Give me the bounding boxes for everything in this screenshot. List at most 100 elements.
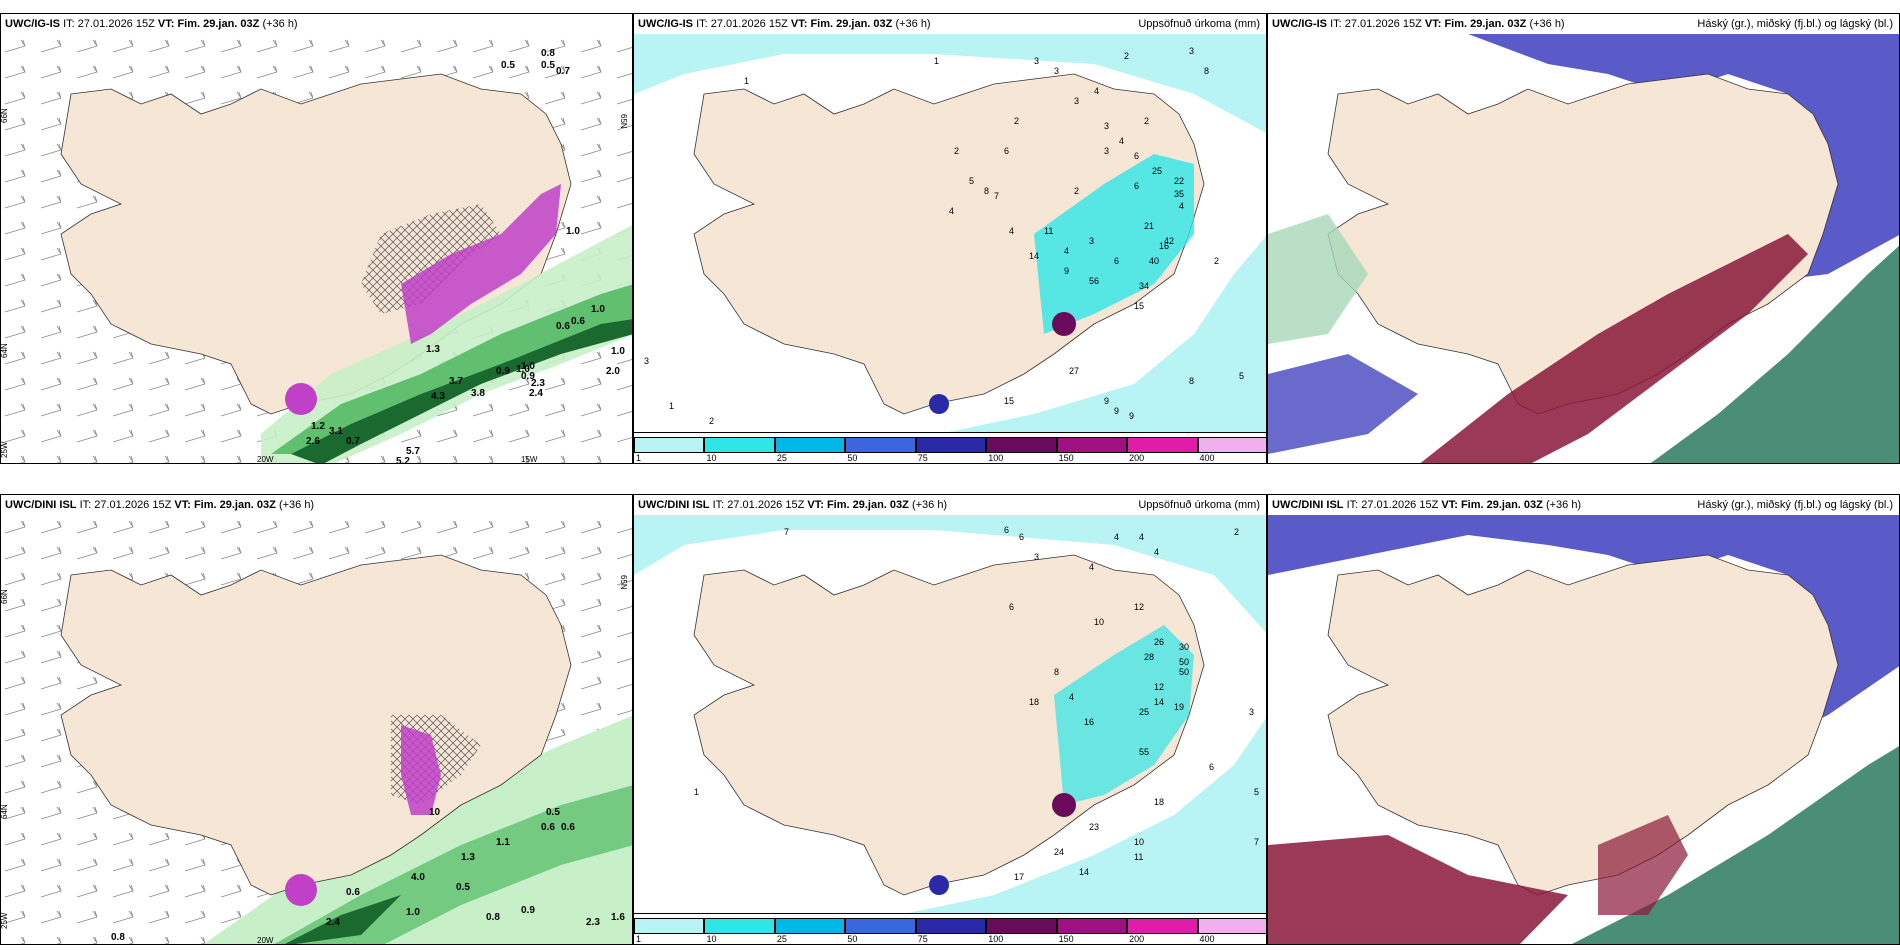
svg-text:2.0: 2.0 — [606, 366, 620, 377]
svg-text:1: 1 — [744, 76, 749, 86]
panel-clouds-dini: UWC/DINI ISL IT: 27.01.2026 15Z VT: Fim.… — [1267, 494, 1900, 945]
colorbar-tick-label: 100 — [988, 934, 1004, 944]
svg-text:25: 25 — [1152, 166, 1162, 176]
value-labels: 0.8 0.5 0.5 0.7 1.0 0.6 0.6 1.0 1.0 0.9 … — [306, 48, 625, 464]
svg-text:0.9: 0.9 — [521, 371, 535, 382]
svg-text:4: 4 — [1154, 547, 1159, 557]
svg-text:4: 4 — [1179, 201, 1184, 211]
map-precip: 7 6 6 3 4 4 4 2 4 6 10 12 26 28 30 50 50… — [634, 515, 1266, 916]
init-time-label: IT: — [1330, 18, 1342, 30]
svg-text:4: 4 — [1089, 562, 1094, 572]
colorbar-swatch — [704, 437, 775, 453]
pink-precip-spot — [285, 874, 317, 906]
cloud-mid-red — [1420, 234, 1808, 463]
svg-text:66N: 66N — [1, 589, 9, 604]
svg-text:1.0: 1.0 — [406, 907, 420, 918]
svg-text:10: 10 — [429, 807, 441, 818]
snow-band-mid — [271, 284, 632, 454]
grid-labels: 66N 64N 25W 20W 15W 65N — [1, 108, 628, 464]
svg-text:1.0: 1.0 — [566, 226, 580, 237]
svg-text:4: 4 — [1139, 532, 1144, 542]
precip-land-mid — [1054, 625, 1194, 805]
svg-text:0.6: 0.6 — [556, 321, 570, 332]
lead-time: (+36 h) — [1545, 499, 1582, 511]
svg-text:4: 4 — [1069, 692, 1074, 702]
colorbar-tick-label: 75 — [917, 453, 928, 463]
svg-text:20W: 20W — [257, 936, 274, 945]
svg-text:6: 6 — [1019, 532, 1024, 542]
svg-text:6: 6 — [1209, 762, 1214, 772]
svg-text:2.3: 2.3 — [531, 378, 545, 389]
model-name: UWC/IG-IS — [5, 18, 60, 30]
svg-text:23: 23 — [1089, 822, 1099, 832]
colorbar-tick-label: 150 — [1058, 934, 1074, 944]
svg-text:4: 4 — [1119, 136, 1124, 146]
svg-text:4: 4 — [1064, 246, 1069, 256]
svg-text:12: 12 — [1154, 682, 1164, 692]
valid-time: Fim. 29.jan. 03Z — [810, 18, 893, 30]
svg-text:5.2: 5.2 — [396, 456, 410, 464]
svg-text:6: 6 — [1114, 256, 1119, 266]
svg-text:6: 6 — [1094, 276, 1099, 286]
precip-max-spot-2 — [929, 394, 949, 414]
svg-text:2.3: 2.3 — [586, 917, 600, 928]
pink-precip — [401, 184, 561, 344]
svg-text:15W: 15W — [521, 455, 538, 464]
valid-time-prefix: VT: — [1424, 18, 1442, 30]
grid-labels: 66N 64N 25W 20W 65N — [1, 575, 628, 945]
svg-text:14: 14 — [1079, 867, 1089, 877]
svg-text:21: 21 — [1144, 221, 1154, 231]
svg-text:0.9: 0.9 — [496, 366, 510, 377]
svg-text:3: 3 — [1034, 552, 1039, 562]
precip-colorbar: 1 10 25 50 75 100 150 200 400 — [634, 432, 1266, 463]
svg-text:4: 4 — [1114, 532, 1119, 542]
svg-text:16: 16 — [1159, 241, 1169, 251]
svg-text:9: 9 — [1129, 411, 1134, 421]
svg-text:7: 7 — [784, 527, 789, 537]
valid-time-prefix: VT: — [157, 18, 175, 30]
colorbar-swatch — [1056, 437, 1128, 453]
panel-header: UWC/IG-IS IT: 27.01.2026 15Z VT: Fim. 29… — [1268, 14, 1899, 34]
svg-text:0.5: 0.5 — [541, 60, 555, 71]
svg-text:0.7: 0.7 — [346, 436, 360, 447]
iceland-land — [1327, 554, 1839, 896]
svg-text:2: 2 — [1074, 186, 1079, 196]
svg-text:3.1: 3.1 — [329, 426, 343, 437]
colorbar-swatch — [915, 918, 987, 934]
svg-text:3: 3 — [1189, 46, 1194, 56]
svg-text:3: 3 — [1054, 66, 1059, 76]
pink-precip — [401, 725, 441, 815]
svg-text:6: 6 — [1134, 181, 1139, 191]
svg-text:4: 4 — [1094, 86, 1099, 96]
init-time-label: IT: — [79, 499, 92, 511]
panel-precip-igis: UWC/IG-IS IT: 27.01.2026 15Z VT: Fim. 29… — [633, 13, 1267, 464]
pink-precip-spot — [285, 383, 317, 415]
svg-text:8: 8 — [1204, 66, 1209, 76]
svg-text:3: 3 — [1074, 96, 1079, 106]
model-name: UWC/IG-IS — [1272, 18, 1327, 30]
model-name: UWC/IG-IS — [638, 18, 693, 30]
panel-header: UWC/DINI ISL IT: 27.01.2026 15Z VT: Fim.… — [1268, 495, 1899, 515]
svg-text:0.8: 0.8 — [541, 48, 555, 59]
cloud-high-green — [1571, 746, 1899, 944]
panel-title: Háský (gr.), miðský (fj.bl.) og lágský (… — [1697, 18, 1893, 30]
colorbar-swatch — [704, 918, 775, 934]
svg-text:5: 5 — [1089, 276, 1094, 286]
svg-text:65N: 65N — [619, 575, 628, 590]
svg-text:2: 2 — [954, 146, 959, 156]
svg-text:7: 7 — [1254, 837, 1259, 847]
map-clouds — [1268, 34, 1899, 463]
svg-text:0.6: 0.6 — [541, 822, 555, 833]
svg-text:6: 6 — [1004, 525, 1009, 535]
colorbar-swatch — [845, 437, 916, 453]
colorbar-tick-label: 10 — [706, 453, 717, 463]
svg-text:42: 42 — [1164, 236, 1174, 246]
precip-land-mid — [1034, 154, 1194, 334]
panel-header: UWC/IG-IS IT: 27.01.2026 15Z VT: Fim. 29… — [1, 14, 632, 34]
svg-text:11: 11 — [1044, 226, 1053, 236]
svg-text:4.3: 4.3 — [431, 391, 445, 402]
svg-text:7: 7 — [994, 191, 999, 201]
colorbar-swatch — [1056, 918, 1128, 934]
init-time: 27.01.2026 15Z — [1361, 499, 1439, 511]
svg-text:11: 11 — [1134, 852, 1143, 862]
